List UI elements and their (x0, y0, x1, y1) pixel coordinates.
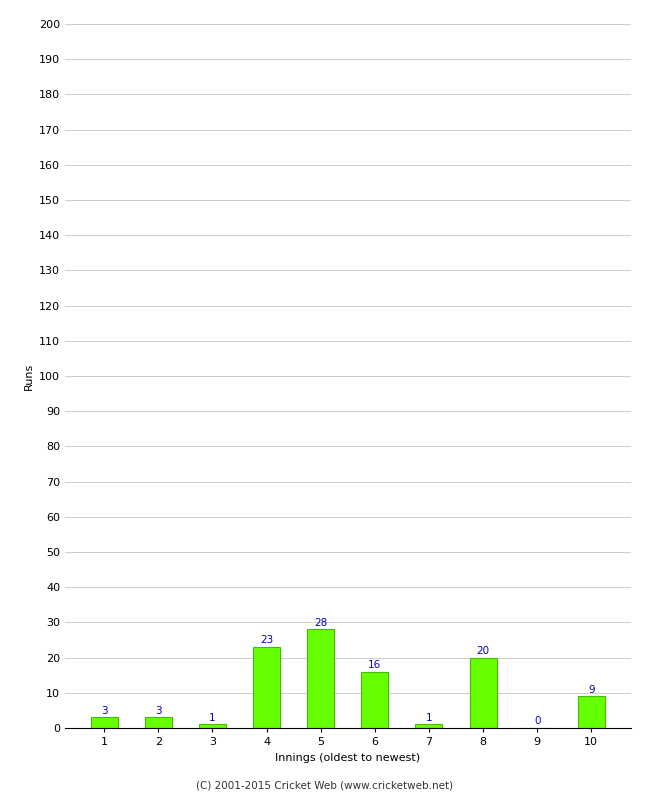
Bar (199, 725, 226, 728)
Text: 0: 0 (534, 716, 540, 726)
Text: 23: 23 (260, 635, 273, 646)
Text: 1: 1 (209, 713, 216, 722)
Text: (C) 2001-2015 Cricket Web (www.cricketweb.net): (C) 2001-2015 Cricket Web (www.cricketwe… (196, 781, 454, 790)
Text: 3: 3 (155, 706, 162, 716)
Bar (307, 630, 334, 728)
Text: 20: 20 (476, 646, 489, 656)
Text: 16: 16 (368, 660, 382, 670)
X-axis label: Innings (oldest to newest): Innings (oldest to newest) (275, 753, 421, 762)
Text: 1: 1 (426, 713, 432, 722)
Bar (578, 696, 604, 728)
Bar (469, 658, 497, 728)
Bar (145, 718, 172, 728)
Text: 9: 9 (588, 685, 595, 694)
Bar (361, 672, 388, 728)
Y-axis label: Runs: Runs (23, 362, 33, 390)
Bar (253, 647, 280, 728)
Text: 3: 3 (101, 706, 107, 716)
Bar (415, 725, 443, 728)
Bar (91, 718, 118, 728)
Text: 28: 28 (314, 618, 328, 628)
